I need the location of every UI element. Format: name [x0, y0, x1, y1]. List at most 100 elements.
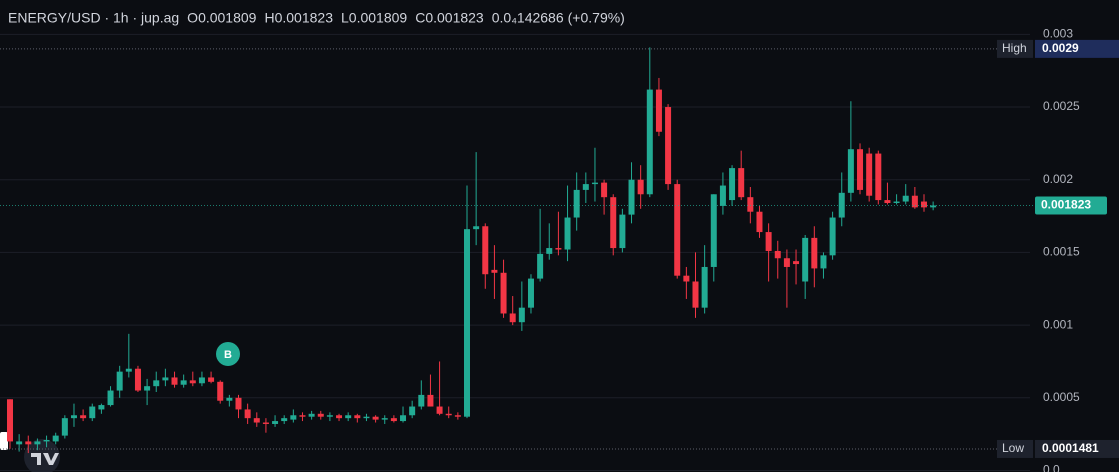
y-tick-label: 0.003: [1043, 27, 1073, 41]
tag-value: 0.0029: [1042, 41, 1079, 55]
candle-body: [144, 386, 151, 391]
buy-marker-label: B: [224, 349, 232, 361]
candle-body: [454, 415, 461, 417]
tag-label: High: [1002, 41, 1027, 55]
candle-body: [308, 413, 315, 417]
buy-marker: [216, 342, 240, 366]
candle-body: [25, 441, 32, 445]
candle-body: [317, 413, 324, 417]
last-price-bg: [1035, 196, 1107, 215]
legend-item: C: [415, 10, 425, 26]
candle-body: [747, 197, 754, 212]
candle-body: [363, 416, 370, 419]
y-tick-label: 0.0005: [1043, 390, 1080, 404]
candle-body: [875, 153, 882, 201]
candle-body: [98, 405, 105, 410]
candle-body: [244, 409, 251, 419]
candle-body: [930, 205, 937, 208]
candle-body: [61, 418, 68, 436]
candle-body: [7, 399, 13, 442]
legend-item: O: [187, 10, 198, 26]
candle-body: [345, 415, 352, 419]
candle-body: [272, 421, 279, 424]
candle-body: [564, 217, 571, 250]
candle-body: [847, 149, 854, 193]
candle-body: [217, 381, 224, 401]
candle-body: [710, 194, 717, 267]
candle-body: [665, 107, 672, 185]
candle-body: [765, 232, 772, 251]
candle-body: [719, 185, 726, 206]
candle-body: [372, 416, 379, 420]
candle-body: [527, 278, 534, 308]
candle-body: [921, 201, 927, 208]
candle-body: [829, 217, 836, 256]
y-tick-label: 0.0: [1043, 463, 1060, 472]
candle-body: [591, 182, 598, 185]
candle-body: [509, 313, 516, 323]
candle-body: [491, 269, 498, 273]
legend-item: 0.001809: [198, 10, 257, 26]
symbol-title: ENERGY/USD · 1h · jup.ag: [8, 10, 179, 26]
y-tick-label: 0.002: [1043, 172, 1073, 186]
legend-item: H: [264, 10, 274, 26]
legend-item: (+0.79%): [568, 10, 625, 26]
candle-body: [189, 380, 196, 384]
candle-body: [756, 211, 763, 233]
candle-body: [601, 182, 608, 198]
candle-body: [500, 272, 507, 314]
candle-body: [16, 441, 23, 445]
legend-item: 0.001823: [275, 10, 334, 26]
candle-body: [52, 435, 59, 442]
candle-body: [34, 441, 41, 445]
candle-body: [336, 415, 343, 419]
candle-body: [628, 179, 635, 215]
candle-body: [290, 415, 297, 420]
candle-body: [418, 394, 425, 407]
candle-body: [116, 371, 123, 391]
y-tick-label: 0.0015: [1043, 245, 1080, 259]
candle-body: [436, 406, 443, 414]
candles: High 0.0029 Low 0.0001481 0.001823: [0, 39, 1119, 458]
candle-body: [637, 179, 644, 195]
candle-body: [473, 226, 480, 230]
legend-item: 0.001823: [425, 10, 484, 26]
candle-body: [866, 153, 873, 196]
legend-item: 0.0₄142686: [492, 10, 564, 26]
tag-bg: [1035, 439, 1119, 458]
candle-body: [43, 439, 50, 442]
candle-body: [262, 422, 269, 424]
candle-body: [171, 377, 178, 385]
candle-body: [857, 149, 864, 190]
candle-body: [811, 237, 818, 269]
tag-value: 0.0001481: [1042, 441, 1099, 455]
scroll-handle[interactable]: [0, 432, 8, 450]
candle-body: [573, 189, 580, 218]
candle-body: [537, 253, 544, 279]
candle-body: [646, 89, 653, 195]
candle-body: [555, 248, 562, 250]
candle-body: [180, 380, 187, 385]
candle-body: [281, 418, 288, 422]
candle-body: [774, 250, 781, 259]
candle-body: [683, 275, 690, 282]
tag-bg: [997, 39, 1033, 58]
candle-body: [134, 368, 141, 391]
candle-body: [692, 281, 699, 308]
candle-body: [381, 418, 388, 420]
candle-body: [198, 377, 205, 384]
candle-body: [783, 258, 790, 267]
candle-body: [738, 168, 745, 198]
candle-body: [427, 394, 434, 407]
legend-item: L: [341, 10, 349, 26]
candle-body: [482, 226, 489, 275]
candle-body: [902, 195, 909, 202]
tag-bg: [1035, 39, 1119, 58]
candle-body: [400, 415, 407, 422]
candle-body: [445, 413, 452, 416]
candle-body: [235, 397, 242, 410]
candle-body: [674, 184, 681, 276]
candle-body: [80, 415, 87, 419]
